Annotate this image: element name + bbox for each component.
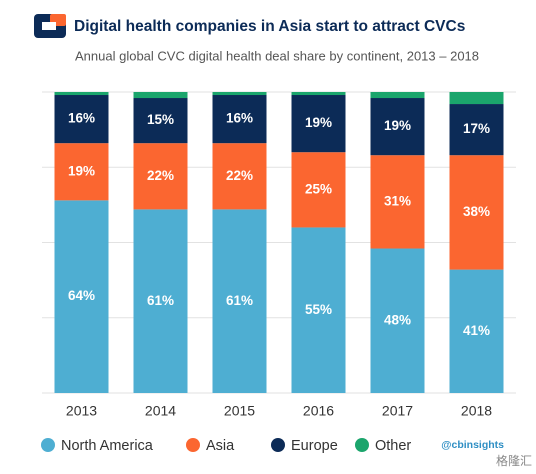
logo — [34, 14, 66, 38]
bar-segment — [133, 143, 188, 210]
bar-segment — [291, 95, 346, 153]
bar-segment — [370, 98, 425, 156]
data-label: 55% — [305, 302, 332, 317]
watermark: 格隆汇 — [496, 453, 532, 468]
data-label: 19% — [384, 118, 411, 133]
bar-segment — [133, 98, 188, 144]
bar-segment — [212, 92, 267, 96]
bar-segment — [291, 227, 346, 393]
data-label: 64% — [68, 288, 95, 303]
x-tick-label: 2017 — [382, 403, 413, 419]
data-label: 25% — [305, 181, 332, 196]
x-tick-label: 2016 — [303, 403, 334, 419]
x-tick-label: 2015 — [224, 403, 255, 419]
bar-segment — [449, 104, 504, 156]
bar-segment — [370, 92, 425, 99]
bar-segment — [370, 248, 425, 393]
bar-segment — [449, 269, 504, 393]
bar-segment — [291, 152, 346, 228]
bar-segment — [449, 92, 504, 105]
data-label: 19% — [305, 115, 332, 130]
legend-label: Other — [375, 438, 411, 454]
data-label: 38% — [463, 204, 490, 219]
legend-marker — [271, 438, 285, 452]
data-label: 16% — [226, 111, 253, 126]
bar-segment — [133, 209, 188, 393]
data-label: 22% — [147, 168, 174, 183]
data-label: 22% — [226, 168, 253, 183]
legend-label: North America — [61, 438, 154, 454]
bar-segment — [54, 200, 109, 393]
bar-segment — [54, 95, 109, 144]
x-tick-label: 2018 — [461, 403, 492, 419]
chart-title: Digital health companies in Asia start t… — [74, 18, 465, 35]
legend-marker — [41, 438, 55, 452]
bar-segment — [212, 209, 267, 393]
data-label: 15% — [147, 112, 174, 127]
bar-segment — [133, 92, 188, 99]
legend-label: Europe — [291, 438, 338, 454]
x-tick-label: 2013 — [66, 403, 97, 419]
bar-segment — [54, 92, 109, 96]
chart-subtitle: Annual global CVC digital health deal sh… — [75, 48, 479, 63]
bar-segment — [212, 143, 267, 210]
source: @cbinsights — [441, 439, 504, 451]
data-label: 31% — [384, 193, 411, 208]
x-tick-label: 2014 — [145, 403, 176, 419]
data-label: 61% — [226, 293, 253, 308]
data-label: 61% — [147, 293, 174, 308]
legend-marker — [355, 438, 369, 452]
data-label: 17% — [463, 121, 490, 136]
bar-segment — [449, 155, 504, 270]
bar-segment — [370, 155, 425, 249]
data-label: 48% — [384, 312, 411, 327]
legend-label: Asia — [206, 438, 235, 454]
data-label: 19% — [68, 163, 95, 178]
bar-segment — [212, 95, 267, 144]
legend-marker — [186, 438, 200, 452]
bar-segment — [291, 92, 346, 96]
bar-segment — [54, 143, 109, 201]
data-label: 16% — [68, 111, 95, 126]
data-label: 41% — [463, 323, 490, 338]
